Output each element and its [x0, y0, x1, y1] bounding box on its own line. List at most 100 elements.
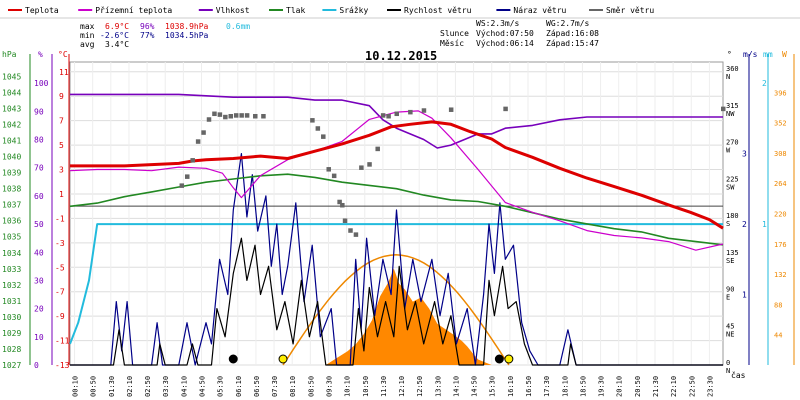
wind-direction-point [448, 107, 454, 112]
wind-direction-point [184, 174, 190, 179]
pressure-tick-label: 1029 [2, 329, 21, 338]
pressure-tick-label: 1028 [2, 345, 21, 354]
wind-direction-point [331, 173, 337, 179]
wind-direction-point [310, 118, 315, 123]
pressure-tick-label: 1027 [2, 361, 21, 370]
temperature-tick-label: -3 [55, 239, 65, 248]
humidity-tick-label: 0 [34, 361, 39, 370]
wind-direction-point [217, 112, 223, 117]
wind-direction-point [342, 218, 348, 223]
humidity-tick-label: 70 [34, 164, 44, 173]
wind-direction-point [326, 167, 331, 172]
axis-unit-w: W [782, 50, 787, 59]
wind-direction-point [212, 111, 217, 117]
legend-label: Přízemní teplota [95, 6, 172, 15]
time-tick-label: 18:10 [561, 376, 569, 397]
time-tick-label: 12:10 [398, 376, 406, 397]
wind-direction-point [253, 113, 258, 119]
stat-max-label: max [80, 22, 95, 31]
stat-max-temp: 6.9°C [105, 22, 129, 31]
stat-rain: 0.6mm [226, 22, 250, 31]
direction-letter: SW [726, 183, 735, 191]
wind-direction-point [380, 113, 386, 118]
sun-rise-marker [278, 354, 288, 364]
wind-direction-point [244, 113, 250, 118]
time-tick-label: 21:30 [652, 376, 660, 397]
wind-direction-point [315, 126, 321, 131]
time-tick-label: 20:10 [616, 376, 624, 397]
time-tick-label: 19:30 [598, 376, 606, 397]
wind-direction-point [337, 199, 342, 205]
direction-tick-label: 270 [726, 139, 739, 147]
sun-set-marker [504, 354, 514, 364]
stat-moonset: Západ:15:47 [546, 39, 599, 48]
solar-tick-label: 176 [774, 241, 787, 249]
direction-tick-label: 90 [726, 286, 734, 294]
legend-label: Srážky [339, 6, 368, 15]
time-tick-label: 07:30 [271, 376, 279, 397]
humidity-tick-label: 50 [34, 220, 44, 229]
time-tick-label: 04:10 [180, 376, 188, 397]
temperature-tick-label: 7 [59, 117, 64, 126]
time-tick-label: 20:50 [634, 376, 642, 397]
humidity-tick-label: 10 [34, 333, 44, 342]
time-tick-label: 01:30 [108, 376, 116, 397]
wind-tick-label: 3 [742, 150, 747, 159]
pressure-tick-label: 1041 [2, 137, 21, 146]
stat-avg-temp: 3.4°C [105, 40, 129, 49]
stat-min-temp: -2.6°C [100, 31, 129, 40]
time-tick-label: 22:10 [670, 376, 678, 397]
time-tick-label: 15:30 [489, 376, 497, 397]
time-tick-label: 03:30 [162, 376, 170, 397]
wind-direction-point [348, 228, 353, 233]
pressure-tick-label: 1033 [2, 265, 21, 274]
axis-unit-degc: °C [58, 50, 68, 59]
gust-series-line [70, 153, 723, 366]
sun-path-curve [282, 254, 510, 366]
direction-letter: E [726, 294, 730, 302]
temperature-tick-label: 5 [59, 141, 64, 150]
solar-tick-label: 44 [774, 332, 782, 340]
temperature-tick-label: 9 [59, 92, 64, 101]
time-tick-label: 09:30 [325, 376, 333, 397]
humidity-tick-label: 80 [34, 136, 44, 145]
temperature-tick-label: 11 [59, 68, 69, 77]
stat-sunrise: Východ:07:50 [476, 29, 534, 38]
stat-ws: WS:2.3m/s [476, 19, 520, 28]
wind-direction-point [223, 114, 228, 120]
temperature-tick-label: -7 [55, 288, 65, 297]
temperature-tick-label: -9 [55, 312, 65, 321]
stat-sun-label: Slunce [440, 29, 469, 38]
direction-tick-label: 225 [726, 175, 739, 183]
chart-title: 10.12.2015 [365, 49, 437, 63]
wind-direction-point [206, 117, 212, 122]
direction-letter: SE [726, 257, 734, 265]
stat-max-hum: 96% [140, 22, 155, 31]
temperature-series-line [70, 120, 724, 230]
solar-tick-label: 352 [774, 120, 787, 128]
wind-direction-point [421, 108, 427, 113]
stat-max-press: 1038.9hPa [165, 22, 209, 31]
temperature-tick-label: 1 [59, 190, 64, 199]
direction-tick-label: 135 [726, 249, 739, 257]
axis-unit-time: čas [731, 370, 746, 380]
solar-tick-label: 132 [774, 271, 787, 279]
solar-radiation-area [325, 268, 492, 365]
temperature-tick-label: -1 [55, 214, 65, 223]
pressure-tick-label: 1039 [2, 169, 21, 178]
direction-letter: S [726, 220, 730, 228]
direction-tick-label: 180 [726, 212, 739, 220]
wind-tick-label: 1 [742, 291, 747, 300]
time-tick-label: 17:30 [543, 376, 551, 397]
legend-label: Vlhkost [216, 6, 250, 15]
direction-letter: N [726, 367, 730, 375]
pressure-tick-label: 1042 [2, 121, 21, 130]
direction-tick-label: 360 [726, 65, 739, 73]
axis-unit-hpa: hPa [2, 50, 17, 59]
time-tick-label: 08:50 [307, 376, 315, 397]
temperature-tick-label: -13 [55, 361, 70, 370]
wind-direction-point [233, 113, 239, 118]
time-tick-label: 04:50 [199, 376, 207, 397]
humidity-tick-label: 40 [34, 248, 44, 257]
time-tick-label: 18:50 [579, 376, 587, 397]
